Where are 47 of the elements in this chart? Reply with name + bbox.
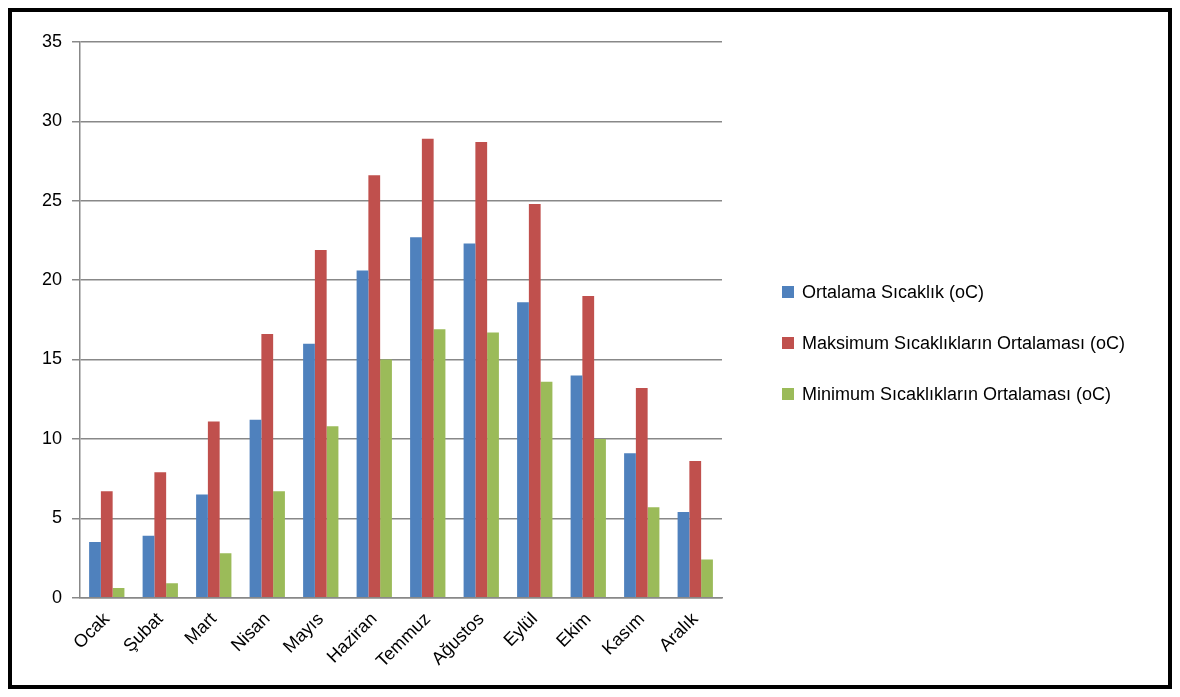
bar xyxy=(463,243,476,597)
bar xyxy=(303,343,315,597)
bar xyxy=(594,438,606,597)
bar xyxy=(219,553,232,597)
bar xyxy=(112,588,125,597)
y-tick-label: 20 xyxy=(41,269,63,290)
bar xyxy=(273,491,285,597)
bar xyxy=(100,491,113,597)
bar xyxy=(570,375,583,597)
bar xyxy=(677,511,690,597)
bar xyxy=(166,583,178,597)
bar xyxy=(249,419,262,597)
legend-label: Maksimum Sıcaklıkların Ortalaması (oC) xyxy=(802,333,1127,354)
bar xyxy=(647,507,660,597)
bar xyxy=(89,542,101,597)
y-tick-label: 30 xyxy=(41,110,63,131)
y-tick-label: 5 xyxy=(52,507,63,528)
y-tick-label: 25 xyxy=(41,189,63,210)
bar xyxy=(528,203,541,597)
bar xyxy=(421,138,434,597)
bar xyxy=(356,270,369,597)
bar xyxy=(635,388,648,597)
bar xyxy=(368,175,381,597)
bar xyxy=(433,329,446,597)
bar xyxy=(487,332,499,597)
bar xyxy=(261,334,274,597)
y-tick-label: 35 xyxy=(41,30,63,51)
bar xyxy=(142,535,155,597)
bar xyxy=(475,142,488,597)
bar xyxy=(689,461,702,597)
y-tick-label: 0 xyxy=(52,586,63,607)
bar xyxy=(701,559,713,597)
y-tick-label: 15 xyxy=(41,348,63,369)
bar xyxy=(314,249,327,597)
y-tick-label: 10 xyxy=(41,427,63,448)
legend-label: Ortalama Sıcaklık (oC) xyxy=(802,282,986,303)
legend-label: Minimum Sıcaklıkların Ortalaması (oC) xyxy=(802,384,1113,405)
bar xyxy=(154,472,167,597)
bar xyxy=(207,421,220,597)
bar xyxy=(517,302,529,597)
bar xyxy=(326,426,339,597)
bar xyxy=(410,237,422,597)
bar xyxy=(582,296,595,597)
bar xyxy=(196,494,208,597)
bar xyxy=(624,453,636,597)
bar xyxy=(380,359,392,597)
bar xyxy=(540,381,553,597)
